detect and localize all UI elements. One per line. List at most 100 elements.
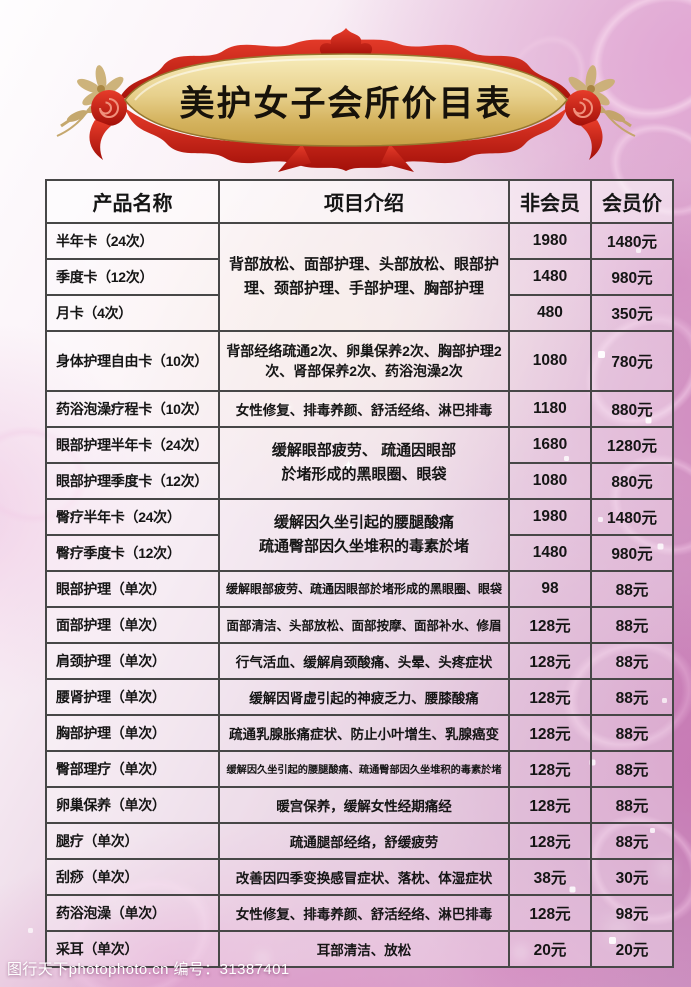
product-name-cell: 半年卡（24次） — [45, 222, 220, 260]
description-cell: 背部放松、面部护理、头部放松、眼部护理、颈部护理、手部护理、胸部护理 — [218, 222, 510, 332]
watermark: 图行天下photophoto.cn 编号：31387401 — [7, 961, 290, 978]
description-cell: 行气活血、缓解肩颈酸痛、头晕、头疼症状 — [218, 641, 510, 680]
nonmember-price-cell: 128元 — [508, 821, 592, 860]
nonmember-price-cell: 128元 — [508, 605, 592, 644]
member-price-cell: 350元 — [590, 294, 674, 332]
price-table: 产品名称 项目介绍 非会员 会员价 半年卡（24次） 背部放松、面部护理、头部放松… — [45, 179, 674, 969]
product-name-cell: 臀疗季度卡（12次） — [45, 533, 220, 572]
member-price-cell: 780元 — [590, 330, 674, 392]
table-row: 胸部护理（单次） 疏通乳腺胀痛症状、防止小叶增生、乳腺癌变 128元 88元 — [45, 713, 674, 752]
table-row: 腰肾护理（单次） 缓解因肾虚引起的神疲乏力、腰膝酸痛 128元 88元 — [45, 677, 674, 716]
product-name-cell: 身体护理自由卡（10次） — [45, 330, 220, 392]
product-name-cell: 臀疗半年卡（24次） — [45, 497, 220, 536]
member-price-cell: 980元 — [590, 533, 674, 572]
nonmember-price-cell: 128元 — [508, 893, 592, 932]
nonmember-price-cell: 98 — [508, 569, 592, 608]
description-cell: 背部经络疏通2次、卵巢保养2次、胸部护理2次、肾部保养2次、药浴泡澡2次 — [218, 330, 510, 392]
table-row: 臀部理疗（单次） 缓解因久坐引起的腰腿酸痛、疏通臀部因久坐堆积的毒素於堵 128元 8… — [45, 749, 674, 788]
nonmember-price-cell: 128元 — [508, 785, 592, 824]
title-banner: 美护女子会所价目表 — [55, 24, 637, 176]
description-cell: 缓解眼部疲劳、疏通因眼部於堵形成的黑眼圈、眼袋 — [218, 569, 510, 608]
description-cell: 女性修复、排毒养颜、舒活经络、淋巴排毒 — [218, 389, 510, 428]
member-price-cell: 880元 — [590, 389, 674, 428]
product-name-cell: 臀部理疗（单次） — [45, 749, 220, 788]
table-row: 药浴泡澡疗程卡（10次） 女性修复、排毒养颜、舒活经络、淋巴排毒 1180 880元 — [45, 389, 674, 428]
table-row: 药浴泡澡（单次） 女性修复、排毒养颜、舒活经络、淋巴排毒 128元 98元 — [45, 893, 674, 932]
member-price-cell: 88元 — [590, 785, 674, 824]
nonmember-price-cell: 20元 — [508, 929, 592, 969]
red-ribbon-tail-right — [381, 144, 414, 172]
table-row: 肩颈护理（单次） 行气活血、缓解肩颈酸痛、头晕、头疼症状 128元 88元 — [45, 641, 674, 680]
description-cell: 缓解因久坐引起的腰腿酸痛、疏通臀部因久坐堆积的毒素於堵 — [218, 749, 510, 788]
product-name-cell: 季度卡（12次） — [45, 258, 220, 296]
nonmember-price-cell: 1680 — [508, 425, 592, 464]
nonmember-price-cell: 1480 — [508, 258, 592, 296]
table-row: 卵巢保养（单次） 暖宫保养，缓解女性经期痛经 128元 88元 — [45, 785, 674, 824]
table-row: 季度卡（12次） 1480 980元 — [45, 258, 674, 296]
nonmember-price-cell: 128元 — [508, 677, 592, 716]
description-cell: 面部清洁、头部放松、面部按摩、面部补水、修眉 — [218, 605, 510, 644]
nonmember-price-cell: 128元 — [508, 749, 592, 788]
product-name-cell: 面部护理（单次） — [45, 605, 220, 644]
member-price-cell: 30元 — [590, 857, 674, 896]
table-row: 眼部护理半年卡（24次） 缓解眼部疲劳、 疏通因眼部 於堵形成的黑眼圈、眼袋 168… — [45, 425, 674, 500]
table-row: 月卡（4次） 480 350元 — [45, 294, 674, 332]
sparkle-dots-decoration — [0, 0, 1, 1]
nonmember-price-cell: 1080 — [508, 461, 592, 500]
nonmember-price-cell: 1980 — [508, 497, 592, 536]
table-row: 面部护理（单次） 面部清洁、头部放松、面部按摩、面部补水、修眉 128元 88元 — [45, 605, 674, 644]
member-price-cell: 1280元 — [590, 425, 674, 464]
member-price-cell: 88元 — [590, 821, 674, 860]
product-name-cell: 肩颈护理（单次） — [45, 641, 220, 680]
description-cell: 缓解因久坐引起的腰腿酸痛 疏通臀部因久坐堆积的毒素於堵 — [218, 497, 510, 572]
nonmember-price-cell: 1480 — [508, 533, 592, 572]
member-price-cell: 20元 — [590, 929, 674, 969]
col-header-nonmember: 非会员 — [508, 179, 592, 224]
product-name-cell: 眼部护理（单次） — [45, 569, 220, 608]
member-price-cell: 88元 — [590, 641, 674, 680]
red-rose-right — [565, 90, 603, 160]
nonmember-price-cell: 38元 — [508, 857, 592, 896]
member-price-cell: 1480元 — [590, 222, 674, 260]
member-price-cell: 880元 — [590, 461, 674, 500]
nonmember-price-cell: 1080 — [508, 330, 592, 392]
description-cell: 女性修复、排毒养颜、舒活经络、淋巴排毒 — [218, 893, 510, 932]
col-header-member: 会员价 — [590, 179, 674, 224]
banner-ornament — [56, 28, 636, 172]
table-row: 腿疗（单次） 疏通腿部经络，舒缓疲劳 128元 88元 — [45, 821, 674, 860]
table-header-row: 产品名称 项目介绍 非会员 会员价 — [45, 179, 674, 224]
description-cell: 缓解眼部疲劳、 疏通因眼部 於堵形成的黑眼圈、眼袋 — [218, 425, 510, 500]
red-rose-left — [89, 90, 127, 160]
bokeh-decoration — [0, 0, 1, 1]
red-garland-bottom — [125, 108, 567, 171]
description-cell: 耳部清洁、放松 — [218, 929, 510, 969]
nonmember-price-cell: 1180 — [508, 389, 592, 428]
member-price-cell: 88元 — [590, 749, 674, 788]
member-price-cell: 98元 — [590, 893, 674, 932]
product-name-cell: 眼部护理季度卡（12次） — [45, 461, 220, 500]
product-name-cell: 药浴泡澡（单次） — [45, 893, 220, 932]
product-name-cell: 月卡（4次） — [45, 294, 220, 332]
red-ribbon-tail-left — [278, 144, 311, 172]
table-row: 臀疗半年卡（24次） 缓解因久坐引起的腰腿酸痛 疏通臀部因久坐堆积的毒素於堵 198… — [45, 497, 674, 572]
member-price-cell: 88元 — [590, 569, 674, 608]
table-row: 臀疗季度卡（12次） 1480 980元 — [45, 533, 674, 572]
product-name-cell: 刮痧（单次） — [45, 857, 220, 896]
member-price-cell: 88元 — [590, 677, 674, 716]
table-row: 采耳（单次） 耳部清洁、放松 20元 20元 — [45, 929, 674, 969]
member-price-cell: 88元 — [590, 713, 674, 752]
col-header-product-name: 产品名称 — [45, 179, 220, 224]
red-garland-top — [117, 36, 575, 104]
nonmember-price-cell: 480 — [508, 294, 592, 332]
product-name-cell: 腰肾护理（单次） — [45, 677, 220, 716]
member-price-cell: 1480元 — [590, 497, 674, 536]
product-name-cell: 药浴泡澡疗程卡（10次） — [45, 389, 220, 428]
description-cell: 暖宫保养，缓解女性经期痛经 — [218, 785, 510, 824]
nonmember-price-cell: 1980 — [508, 222, 592, 260]
product-name-cell: 采耳（单次） — [45, 929, 220, 969]
description-cell: 改善因四季变换感冒症状、落枕、体湿症状 — [218, 857, 510, 896]
table-row: 眼部护理季度卡（12次） 1080 880元 — [45, 461, 674, 500]
table-row: 半年卡（24次） 背部放松、面部护理、头部放松、眼部护理、颈部护理、手部护理、胸部… — [45, 222, 674, 332]
page-title: 美护女子会所价目表 — [179, 83, 513, 125]
